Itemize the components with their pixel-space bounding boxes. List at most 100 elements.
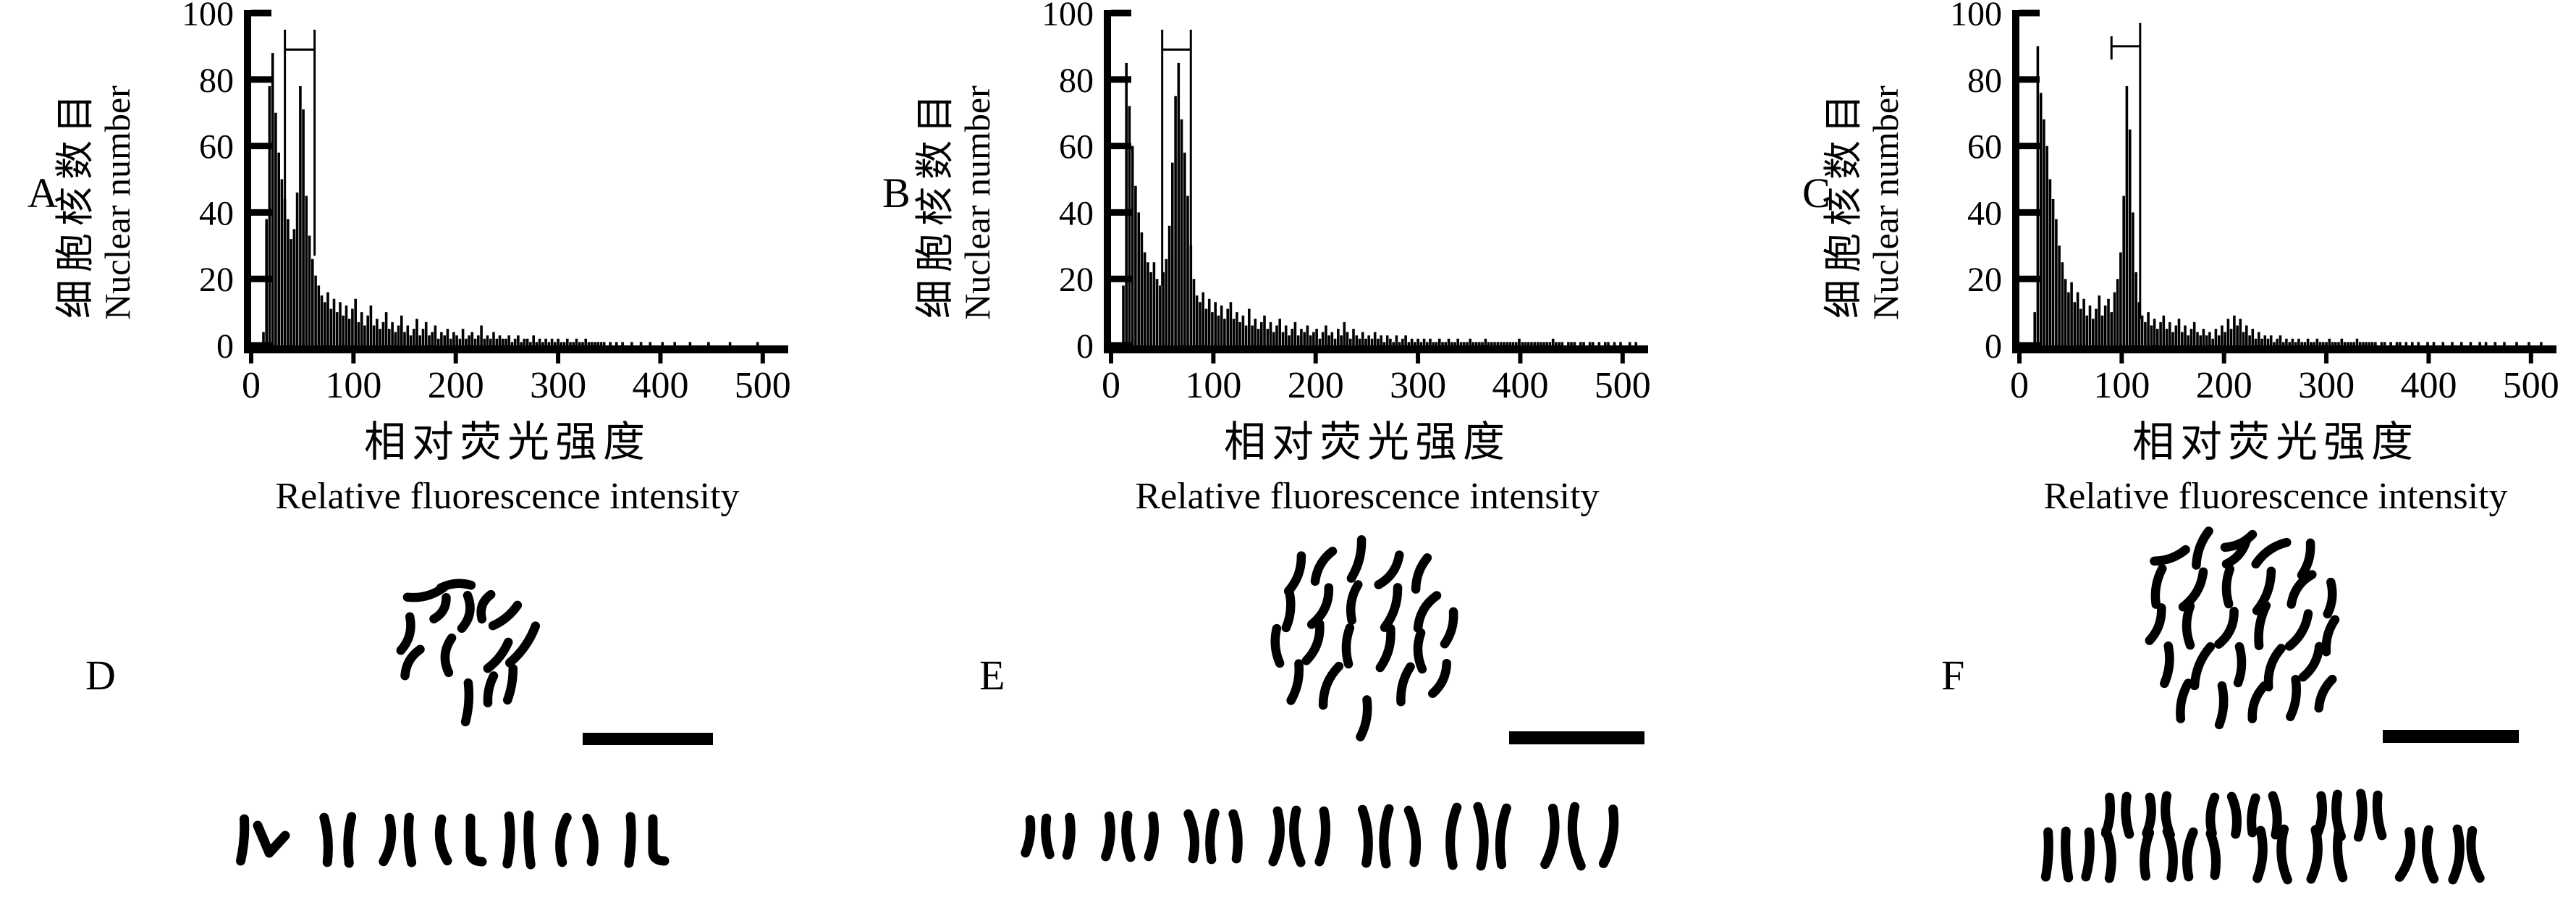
chromosome (1281, 587, 1296, 633)
metaphase-spread (2145, 526, 2340, 730)
chromosome (1440, 607, 1458, 649)
x-axis (244, 345, 788, 353)
chromosome (2121, 791, 2134, 839)
x-tick (1620, 353, 1625, 363)
chromosome (1289, 805, 1306, 867)
chromosome (2448, 824, 2465, 885)
chromosome (476, 589, 496, 624)
chromosome (2221, 564, 2235, 609)
chromosome (1495, 803, 1511, 870)
chromosome (483, 671, 499, 707)
chromosome (2254, 601, 2271, 650)
y-tick (2019, 143, 2040, 150)
x-tick-label: 100 (1185, 365, 1241, 406)
chromosome (436, 579, 476, 593)
y-tick-label: 40 (1967, 194, 2002, 232)
chromosome (434, 814, 452, 866)
chromosome (403, 812, 417, 867)
x-tick (2426, 353, 2431, 363)
x-tick (556, 353, 561, 363)
x-tick (760, 353, 765, 363)
chromosome (504, 621, 541, 668)
x-axis-title-zh: 相对荧光强度 (364, 419, 651, 466)
chromosome (2466, 825, 2485, 883)
chromosome (2247, 793, 2260, 838)
karyotype-panel-f: F (1941, 526, 2519, 885)
y-axis-title-zh: 细胞核数目 (54, 87, 97, 319)
y-tick (251, 76, 271, 83)
y-axis (244, 10, 251, 353)
x-tick (2528, 353, 2533, 363)
x-tick-label: 500 (2503, 365, 2559, 406)
y-tick-label: 20 (199, 261, 234, 299)
y-axis-title-en: Nuclear number (1865, 85, 1906, 320)
x-tick (658, 353, 663, 363)
x-tick (1518, 353, 1523, 363)
scale-bar (1509, 731, 1644, 744)
chromosome (2323, 577, 2337, 619)
x-tick-label: 500 (735, 365, 791, 406)
chromosome (2220, 529, 2258, 552)
y-tick (2019, 209, 2040, 216)
chromosome (253, 820, 290, 858)
y-tick (2019, 9, 2040, 17)
chromosome (2145, 603, 2166, 645)
y-tick (1111, 275, 1131, 282)
chromosome (2150, 545, 2190, 566)
karyotype-panel-d: D (85, 579, 713, 870)
y-axis-title-en: Nuclear number (97, 85, 138, 320)
panel-label-f: F (1941, 652, 1964, 699)
chromosome (1041, 813, 1055, 859)
chromosome (483, 637, 513, 673)
x-axis (2012, 345, 2556, 353)
chromosome (2284, 609, 2313, 651)
x-tick-label: 200 (428, 365, 484, 406)
y-tick-label: 80 (1967, 62, 2002, 100)
chromosome (2176, 678, 2193, 723)
chromosome (1396, 662, 1415, 707)
chromosome (2221, 534, 2252, 569)
chromosome (1310, 546, 1338, 587)
scale-bar (2383, 730, 2519, 743)
chromosome (1445, 802, 1462, 870)
y-axis (1104, 10, 1111, 353)
metaphase-spread (396, 579, 541, 727)
x-tick-label: 400 (2400, 365, 2457, 406)
x-tick (2221, 353, 2226, 363)
chromosome (2040, 827, 2053, 882)
y-tick-label: 100 (182, 0, 234, 33)
x-tick (1416, 353, 1421, 363)
chromosome (1144, 811, 1159, 862)
chromosome (440, 633, 457, 678)
y-tick-label: 60 (199, 128, 234, 167)
y-tick-label: 20 (1967, 261, 2002, 299)
chromosome (2150, 564, 2167, 609)
chromosome (400, 644, 425, 681)
histogram-panel-c: C 0 20 40 60 80 100 0 100 200 300 400 500 相对荧光强度 Relat… (1802, 0, 2559, 517)
chromosome (2306, 825, 2323, 884)
chromosome (465, 813, 487, 867)
chromosome (2192, 526, 2213, 570)
panel-label-c: C (1802, 169, 1830, 217)
chromosome (523, 810, 536, 870)
chromosome (2162, 826, 2178, 883)
y-tick-label: 80 (1059, 62, 1094, 100)
chromosome (2321, 615, 2340, 657)
y-tick (2019, 76, 2040, 83)
chromosome (2160, 641, 2174, 689)
chromosome (1413, 628, 1427, 674)
y-tick (1111, 209, 1131, 216)
chromosome (2142, 792, 2156, 838)
chromosome (2353, 789, 2368, 842)
chromosome (1283, 551, 1306, 596)
y-tick (251, 342, 271, 349)
chromosome (2081, 827, 2095, 882)
y-tick (251, 209, 271, 216)
chromosome (2189, 642, 2216, 691)
x-tick-label: 0 (242, 365, 261, 406)
chromosome (2263, 644, 2286, 691)
chromosome (2140, 828, 2155, 881)
x-axis-title-en: Relative fluorescence intensity (275, 476, 739, 517)
chromosome (2314, 674, 2337, 713)
